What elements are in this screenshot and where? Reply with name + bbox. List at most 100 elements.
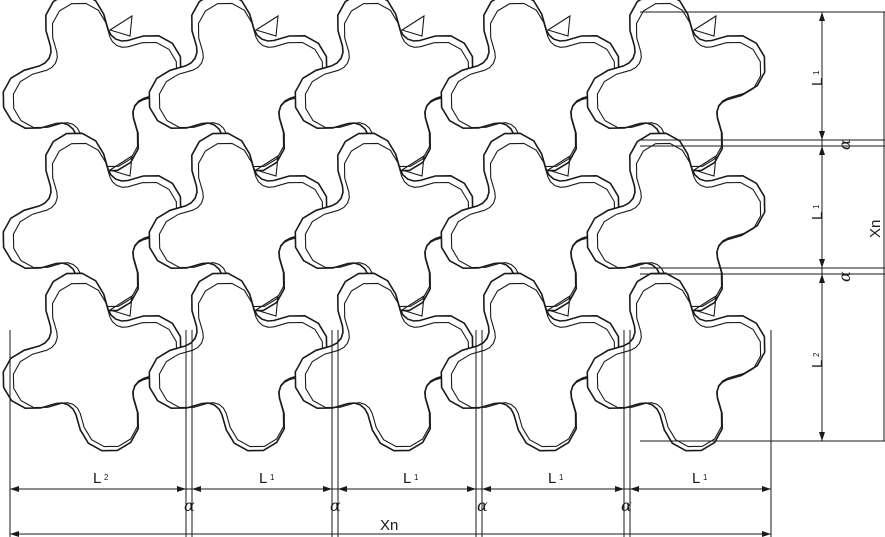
tile-outline: [2, 132, 182, 312]
tile-bevel-mark: [546, 294, 571, 317]
right-total-label: Xn: [867, 220, 884, 238]
tile-outline: [440, 272, 620, 452]
tile-outline: [294, 272, 474, 452]
right-label-l1-2: L: [809, 212, 826, 220]
bottom-label-l1-2: L: [403, 470, 411, 487]
paving-tile: [294, 132, 474, 312]
paving-tile: [2, 132, 182, 312]
bottom-label-l2: L: [93, 470, 101, 487]
paving-tile: [586, 272, 766, 452]
tile-bevel-mark: [108, 294, 133, 317]
bottom-label-alpha-3: α: [477, 496, 488, 515]
paving-tile: [294, 272, 474, 452]
tile-outline: [2, 272, 182, 452]
bottom-total-label: Xn: [380, 517, 398, 534]
dimension-arrow: [10, 531, 19, 537]
right-label-alpha-1: α: [835, 139, 854, 150]
paving-tile: [148, 0, 328, 172]
dimension-arrow: [10, 486, 19, 492]
paving-tile: [586, 132, 766, 312]
tile-bevel-edge: [304, 282, 470, 448]
tile-bevel-mark: [254, 294, 279, 317]
tile-bevel-mark: [546, 154, 571, 177]
tile-bevel-edge: [304, 2, 470, 168]
tile-bevel-mark: [692, 294, 717, 317]
tile-bevel-mark: [546, 14, 571, 37]
bottom-label-l1-1: L: [259, 470, 267, 487]
tile-outline: [148, 132, 328, 312]
tile-bevel-edge: [12, 142, 178, 308]
paving-tile: [2, 0, 182, 172]
dimension-arrow: [819, 131, 825, 140]
paving-tile: [440, 132, 620, 312]
dimension-arrow: [467, 486, 476, 492]
paving-tile: [148, 132, 328, 312]
dimension-arrow: [819, 259, 825, 268]
tile-bevel-edge: [450, 142, 616, 308]
tile-outline: [586, 272, 766, 452]
tile-bevel-mark: [692, 154, 717, 177]
dimension-arrow: [192, 486, 201, 492]
tile-bevel-edge: [450, 282, 616, 448]
tile-bevel-mark: [108, 154, 133, 177]
right-label-l1-1-sub: 1: [812, 70, 821, 75]
paving-tile: [440, 0, 620, 172]
tile-bevel-edge: [12, 282, 178, 448]
bottom-label-l1-4: L: [692, 470, 700, 487]
bottom-label-l2-sub: 2: [104, 473, 109, 482]
dimension-arrow: [762, 531, 771, 537]
dimension-arrow: [323, 486, 332, 492]
bottom-label-alpha-2: α: [330, 496, 341, 515]
dimension-arrow: [762, 486, 771, 492]
tile-outline: [294, 132, 474, 312]
dimension-arrow: [338, 486, 347, 492]
bottom-label-alpha-1: α: [184, 496, 195, 515]
tile-outline: [440, 132, 620, 312]
right-label-l2: L: [809, 360, 826, 368]
right-dimension-labels: L 1 α L 1 α L 2 Xn: [809, 70, 884, 368]
tile-bevel-mark: [400, 294, 425, 317]
tile-bevel-edge: [596, 282, 762, 448]
dimension-arrow: [819, 432, 825, 441]
dimension-arrow: [482, 486, 491, 492]
dimension-arrow: [819, 146, 825, 155]
tile-bevel-mark: [400, 14, 425, 37]
tile-bevel-edge: [596, 142, 762, 308]
bottom-dimension-labels: L 2 α L 1 α L 1 α L 1 α L 1 Xn: [93, 470, 708, 534]
tile-grid: [2, 0, 766, 452]
bottom-label-l1-1-sub: 1: [270, 473, 275, 482]
tile-bevel-mark: [108, 14, 133, 37]
dimension-arrow: [177, 486, 186, 492]
right-label-l1-1: L: [809, 78, 826, 86]
bottom-label-l1-4-sub: 1: [703, 473, 708, 482]
dimension-lines: [9, 11, 885, 537]
paving-tile: [2, 272, 182, 452]
paving-tile: [440, 272, 620, 452]
right-label-alpha-2: α: [835, 271, 854, 282]
dimension-arrow: [615, 486, 624, 492]
paving-tile: [294, 0, 474, 172]
paving-tile: [586, 0, 766, 172]
tile-outline: [586, 132, 766, 312]
tile-outline: [148, 272, 328, 452]
tile-bevel-edge: [596, 2, 762, 168]
bottom-label-alpha-4: α: [621, 496, 632, 515]
dimension-arrow: [630, 486, 639, 492]
tile-bevel-edge: [158, 282, 324, 448]
tile-bevel-edge: [450, 2, 616, 168]
bottom-label-l1-2-sub: 1: [414, 473, 419, 482]
dimension-arrow: [819, 274, 825, 283]
tile-bevel-edge: [158, 2, 324, 168]
tile-bevel-edge: [158, 142, 324, 308]
tile-bevel-mark: [400, 154, 425, 177]
tile-bevel-edge: [12, 2, 178, 168]
right-label-l1-2-sub: 1: [812, 204, 821, 209]
right-label-l2-sub: 2: [812, 352, 821, 357]
bottom-label-l1-3-sub: 1: [559, 473, 564, 482]
tile-bevel-mark: [254, 14, 279, 37]
tile-bevel-mark: [254, 154, 279, 177]
dimension-arrow: [819, 12, 825, 21]
tile-bevel-edge: [304, 142, 470, 308]
paving-tile: [148, 272, 328, 452]
